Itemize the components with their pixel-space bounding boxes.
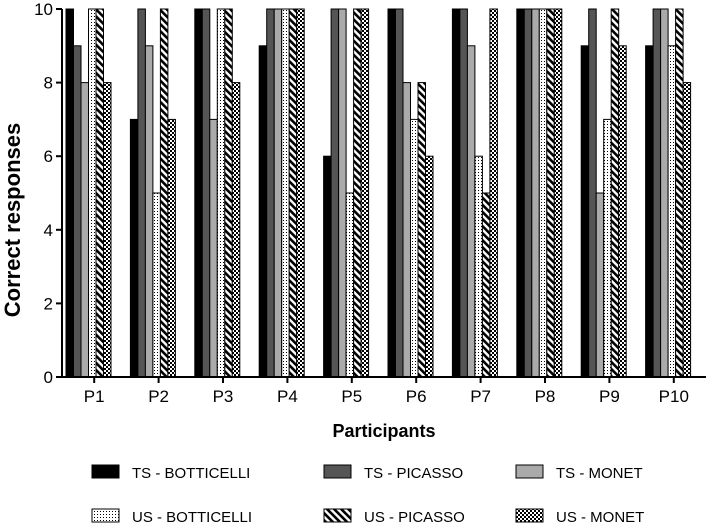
legend-label-5: US - PICASSO: [364, 509, 465, 526]
x-ticks-group: P1 P2 P3 P4 P5 P6 P7 P8 P9 P10: [84, 377, 689, 406]
bar-p4-series-3: [273, 8, 283, 378]
bar-p1-series-2: [73, 45, 82, 378]
x-tick-label: P4: [277, 387, 298, 406]
bar-p1-series-5: [95, 8, 104, 378]
bar-p3-series-4: [216, 8, 226, 378]
legend-label-4: US - BOTTICELLI: [132, 509, 252, 526]
bar-p5-series-6: [360, 8, 370, 378]
bar-p9-series-2: [588, 8, 597, 378]
bar-p9-series-1: [580, 45, 590, 378]
bar-p7-series-2: [459, 8, 468, 378]
bar-p6-series-1: [387, 8, 396, 378]
y-axis-title: Correct responses: [0, 123, 25, 317]
x-axis-title: Participants: [332, 421, 435, 441]
legend-label-2: TS - PICASSO: [364, 465, 463, 482]
y-tick-label: 4: [44, 221, 53, 240]
bar-p2-series-6: [167, 118, 176, 378]
bar-p8-series-4: [538, 8, 548, 378]
bar-p1-series-3: [80, 82, 89, 378]
bar-p8-series-6: [553, 8, 563, 378]
bar-p10-series-3: [660, 8, 669, 378]
x-tick-label: P5: [341, 387, 362, 406]
bar-p3-series-2: [201, 8, 211, 378]
y-tick-label: 0: [44, 368, 53, 387]
x-tick-label: P6: [406, 387, 427, 406]
x-tick-label: P9: [599, 387, 620, 406]
bar-p8-series-1: [516, 8, 525, 378]
bar-p4-series-5: [288, 8, 298, 378]
bar-p2-series-4: [152, 192, 161, 378]
legend-swatch-6: [515, 508, 544, 523]
x-tick-label: P2: [148, 387, 169, 406]
bar-p3-series-3: [209, 118, 218, 378]
bar-p6-series-5: [417, 82, 426, 378]
y-ticks-group: 0 2 4 6 8 10: [34, 0, 62, 387]
bar-p7-series-3: [466, 45, 476, 378]
x-tick-label: P3: [213, 387, 234, 406]
bar-p8-series-3: [531, 8, 540, 378]
legend-label-1: TS - BOTTICELLI: [132, 465, 250, 482]
legend-label-3: TS - MONET: [556, 465, 643, 482]
bar-p9-series-4: [603, 118, 612, 378]
bar-p1-series-1: [65, 8, 74, 378]
bar-p10-series-4: [667, 45, 677, 378]
bars-group: [65, 8, 692, 378]
bar-p10-series-5: [675, 8, 684, 378]
bar-p5-series-5: [353, 8, 362, 378]
bar-p3-series-5: [224, 8, 233, 378]
legend-swatch-2: [323, 464, 352, 479]
bar-p10-series-2: [652, 8, 662, 378]
bar-p5-series-4: [345, 192, 355, 378]
bar-p9-series-5: [610, 8, 620, 378]
x-tick-label: P8: [535, 387, 556, 406]
legend-label-6: US - MONET: [556, 509, 644, 526]
bar-p2-series-5: [159, 8, 169, 378]
bar-p4-series-1: [258, 45, 268, 378]
legend-swatch-1: [91, 464, 120, 479]
bar-p7-series-6: [489, 8, 498, 378]
y-tick-label: 10: [34, 0, 53, 19]
bar-p5-series-2: [330, 8, 340, 378]
bar-p6-series-6: [425, 155, 434, 378]
legend-swatch-4: [91, 508, 120, 523]
y-tick-label: 6: [44, 147, 53, 166]
bar-p5-series-3: [338, 8, 347, 378]
bar-p4-series-6: [296, 8, 305, 378]
bar-p6-series-2: [395, 8, 404, 378]
bar-p10-series-6: [682, 82, 692, 378]
x-tick-label: P7: [470, 387, 491, 406]
axes-group: [61, 9, 706, 378]
y-tick-label: 8: [44, 74, 53, 93]
bar-p9-series-3: [595, 192, 605, 378]
legend-swatch-3: [515, 464, 544, 479]
bar-p2-series-2: [137, 8, 146, 378]
bar-p6-series-3: [402, 82, 411, 378]
bar-p1-series-6: [103, 82, 112, 378]
y-tick-label: 2: [44, 294, 53, 313]
x-tick-label: P1: [84, 387, 105, 406]
bar-p1-series-4: [88, 8, 97, 378]
bar-p7-series-1: [451, 8, 461, 378]
bar-p8-series-5: [546, 8, 555, 378]
bar-p10-series-1: [645, 45, 654, 378]
x-tick-label: P10: [659, 387, 689, 406]
bar-p3-series-1: [194, 8, 203, 378]
bar-p6-series-4: [410, 118, 419, 378]
bar-p3-series-6: [231, 82, 241, 378]
bar-p2-series-1: [129, 118, 139, 378]
bar-p7-series-5: [481, 192, 491, 378]
bar-p4-series-2: [266, 8, 275, 378]
bar-p2-series-3: [144, 45, 154, 378]
bar-p4-series-4: [281, 8, 290, 378]
legend-swatch-5: [323, 508, 352, 523]
bar-p8-series-2: [523, 8, 533, 378]
bar-p9-series-6: [618, 45, 627, 378]
bar-p5-series-1: [323, 155, 332, 378]
bar-p7-series-4: [474, 155, 483, 378]
legend: TS - BOTTICELLI TS - PICASSO TS - MONET US …: [91, 464, 644, 526]
